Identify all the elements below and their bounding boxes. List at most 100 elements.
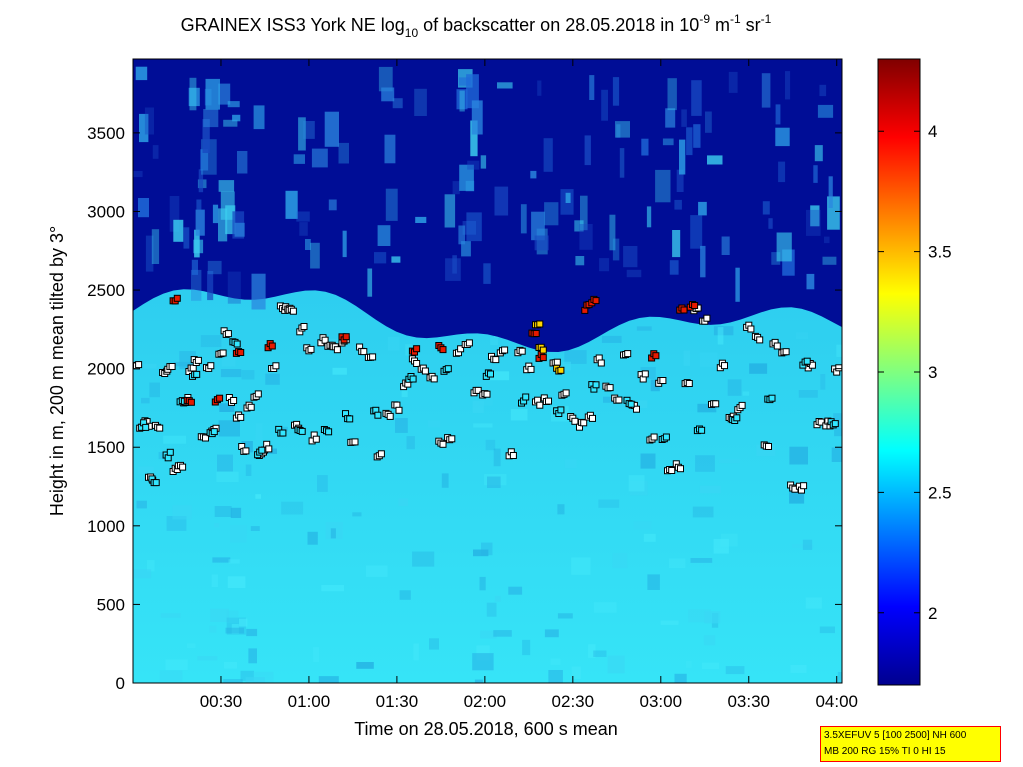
upper-texture-patch [415,216,427,223]
marker [768,394,776,402]
colorbar-ticks: 2 2.5 3 3.5 4 [878,122,952,623]
lower-texture-patch [544,629,559,638]
lower-texture-patch [490,337,498,346]
lower-texture-patch [796,332,809,339]
upper-texture-patch [728,71,738,93]
marker [142,423,150,431]
upper-texture-patch [145,235,154,272]
marker [835,364,842,372]
upper-texture-patch [691,80,702,116]
lower-texture-patch [668,558,686,568]
upper-texture-patch [814,145,823,162]
upper-texture-patch [223,119,238,127]
y-axis: 0 500 1000 1500 2000 2500 3000 3500 [87,124,842,693]
lower-texture-patch [413,643,419,661]
marker [691,302,699,309]
lower-texture-patch [798,390,818,398]
marker [782,348,790,356]
y-tick-label: 3500 [87,124,125,143]
lower-texture-patch [692,506,714,518]
lower-texture-patch [136,500,147,509]
lower-texture-patch [571,557,591,575]
marker [501,346,509,354]
marker [135,361,143,369]
marker [487,370,494,378]
marker [430,375,438,383]
info-line-1: 3.5XEFUV 5 [100 2500] NH 600 [824,730,967,741]
lower-texture-patch [633,521,652,530]
marker [522,393,530,401]
upper-texture-patch [377,225,391,246]
lower-texture-patch [429,638,439,650]
upper-texture-patch [385,188,398,221]
upper-texture-patch [445,258,461,281]
lower-texture-patch [725,666,745,675]
marker [307,345,315,353]
upper-texture-patch [311,148,328,168]
x-tick-label: 03:30 [727,692,770,711]
upper-texture-patch [822,256,837,265]
lower-texture-patch [588,644,596,658]
lower-texture-patch [699,352,718,367]
upper-texture-patch [534,235,549,251]
upper-texture-patch [391,256,401,263]
lower-texture-patch [200,335,222,348]
upper-texture-patch [574,220,584,232]
lower-texture-patch [820,374,826,390]
lower-texture-patch [508,586,523,595]
marker [668,467,676,474]
upper-texture-patch [189,77,197,111]
lower-texture-patch [197,656,218,661]
marker [168,363,176,370]
upper-texture-patch [285,190,298,219]
marker [536,401,544,409]
lower-texture-patch [837,672,842,683]
upper-texture-patch [775,127,790,147]
marker [300,323,308,330]
marker [698,426,706,434]
upper-texture-patch [494,186,509,216]
upper-texture-patch [817,104,834,118]
upper-texture-patch [152,145,159,159]
upper-texture-patch [133,171,143,178]
lower-texture-patch [485,439,496,451]
upper-texture-patch [324,111,339,147]
marker [369,353,377,361]
upper-texture-patch [580,195,588,231]
lower-texture-patch [593,602,617,613]
lower-texture-patch [630,480,648,496]
marker [756,336,764,344]
lower-texture-patch [241,441,253,453]
lower-texture-patch [321,585,344,592]
upper-texture-patch [776,232,792,262]
marker [680,306,688,314]
marker [254,390,262,398]
upper-texture-patch [565,192,571,203]
marker [395,406,403,414]
lower-texture-patch [210,608,229,622]
lower-texture-patch [158,452,166,460]
marker [237,413,245,421]
lower-texture-patch [791,544,814,549]
lower-texture-patch [317,475,328,492]
upper-texture-patch [686,127,693,156]
upper-texture-patch [615,121,630,138]
lower-texture-patch [833,413,842,427]
lower-texture-patch [356,662,374,669]
lower-texture-patch [480,630,497,639]
marker [216,394,224,402]
lower-texture-patch [790,664,807,673]
upper-texture-patch [196,199,202,210]
lower-texture-patch [593,650,607,657]
upper-texture-patch [531,211,545,241]
lower-texture-patch [840,603,842,614]
upper-texture-patch [138,198,149,218]
upper-texture-patch [305,239,311,250]
lower-texture-patch [217,454,233,472]
lower-texture-patch [831,447,842,462]
lower-texture-patch [248,648,257,664]
x-tick-label: 04:00 [815,692,858,711]
marker [272,362,280,370]
upper-texture-patch [328,199,337,211]
